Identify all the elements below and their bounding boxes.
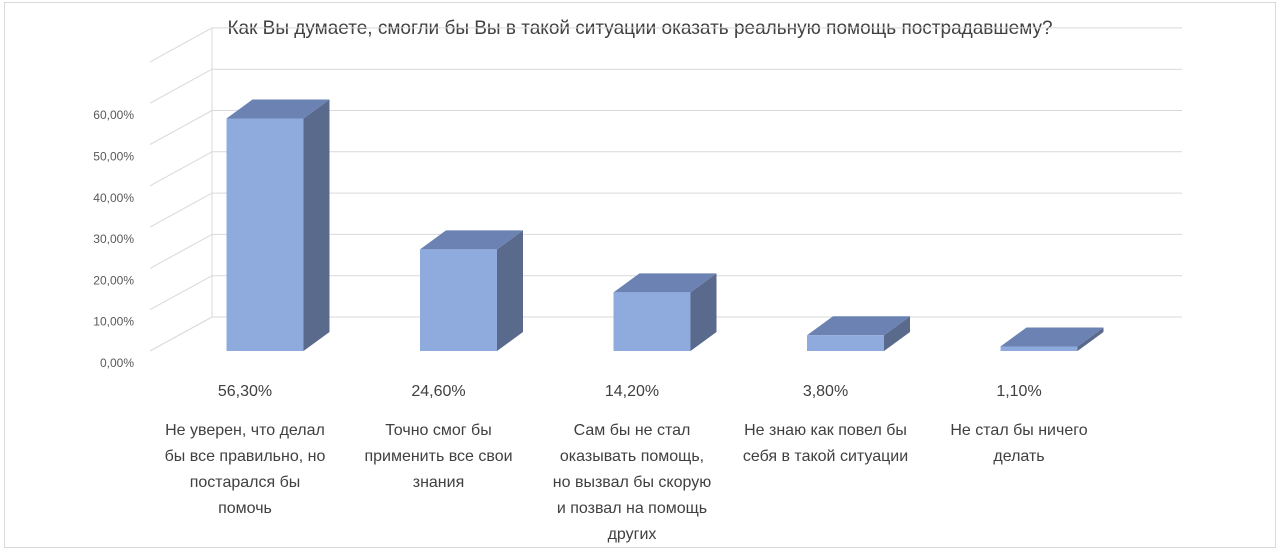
gridline-depth [149, 110, 213, 145]
y-tick-label: 20,00% [93, 273, 134, 287]
bar-side [497, 230, 523, 351]
bar-side [884, 316, 910, 351]
category-label: себя в такой ситуации [743, 448, 908, 465]
y-tick-label: 10,00% [93, 315, 134, 329]
chart-title: Как Вы думаете, смогли бы Вы в такой сит… [227, 18, 1053, 39]
category-label: применить все свои [364, 448, 512, 465]
gridline-depth [149, 275, 213, 311]
category-label: и позвал на помощь [557, 500, 707, 517]
gridline-depth [149, 233, 213, 269]
category-label: Не стал бы ничего [950, 422, 1087, 439]
y-tick-label: 30,00% [93, 232, 134, 246]
bar-top [420, 230, 523, 250]
bar-top [226, 99, 330, 119]
y-tick-label: 50,00% [93, 150, 134, 164]
category-label: делать [993, 448, 1044, 465]
data-label: 24,60% [411, 383, 465, 400]
category-label: других [608, 526, 657, 543]
y-tick-label: 60,00% [93, 108, 134, 122]
category-label: оказывать помощь, [560, 448, 704, 465]
category-label: постарался бы [190, 474, 301, 491]
bar-top [807, 316, 910, 336]
category-label: помочь [218, 500, 272, 517]
data-label: 56,30% [218, 383, 272, 400]
category-label: знания [413, 474, 465, 491]
bar [807, 335, 884, 351]
gridline-depth [149, 27, 213, 63]
category-label: Точно смог бы [385, 422, 491, 439]
y-tick-label: 0,00% [100, 356, 134, 370]
bar [226, 118, 304, 351]
category-label: Сам бы не стал [574, 422, 691, 439]
category-label: но вызвал бы скорую [553, 474, 711, 491]
bar [1000, 346, 1078, 351]
y-tick-label: 40,00% [93, 191, 134, 205]
gridline-depth [149, 151, 213, 187]
bar-side [303, 99, 330, 351]
bar-side [1077, 327, 1104, 351]
data-label: 1,10% [996, 383, 1041, 400]
data-label: 14,20% [605, 383, 659, 400]
bar [613, 292, 691, 351]
category-label: Не знаю как повел бы [744, 422, 907, 439]
gridline-depth [149, 192, 213, 228]
category-label: бы все правильно, но [165, 448, 326, 465]
category-label: Не уверен, что делал [165, 422, 325, 439]
gridline-depth [149, 68, 213, 104]
bar-side [690, 273, 717, 351]
data-label: 3,80% [803, 383, 848, 400]
bar-top [613, 273, 717, 293]
bar-top [1000, 327, 1104, 347]
bar [420, 249, 497, 351]
gridline-depth [149, 316, 213, 352]
